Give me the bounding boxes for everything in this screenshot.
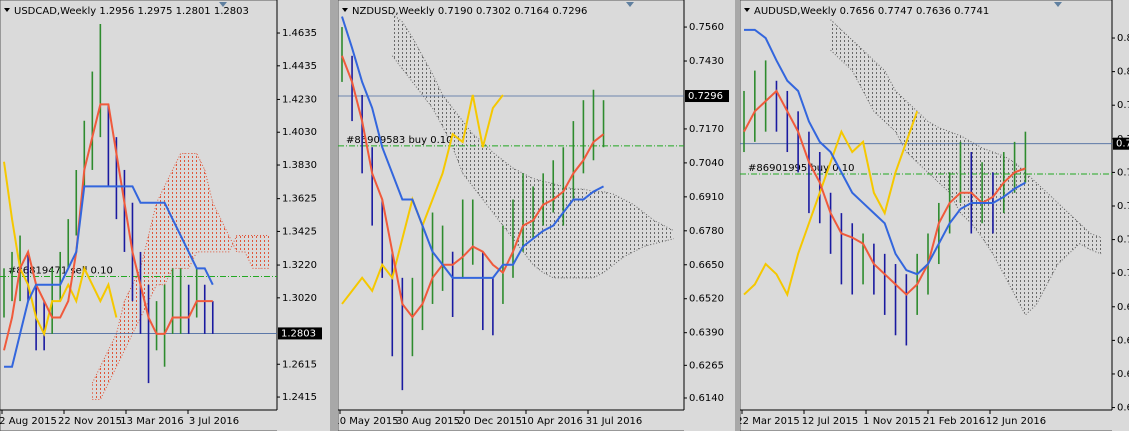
span-a-line xyxy=(391,13,675,232)
x-tick-label: 22 Mar 2015 xyxy=(736,416,799,427)
y-tick-label: 0.7170 xyxy=(689,124,724,135)
span-b-line xyxy=(92,235,269,401)
chikou-line xyxy=(3,161,118,337)
y-tick-label: 1.4435 xyxy=(282,61,317,72)
y-tick-label: 0.6610 xyxy=(1117,369,1129,380)
x-tick-label: 1 Nov 2015 xyxy=(863,416,921,427)
x-tick-label: 2 Aug 2015 xyxy=(0,416,57,427)
kijun-line xyxy=(744,28,1026,276)
y-tick-label: 0.8095 xyxy=(1117,67,1129,78)
y-tick-label: 0.7930 xyxy=(1117,100,1129,111)
y-tick-label: 1.4030 xyxy=(282,127,317,138)
price-label-box xyxy=(685,90,729,103)
y-tick-label: 0.7600 xyxy=(1117,167,1129,178)
price-axis-background xyxy=(1112,0,1129,431)
y-tick-label: 0.6650 xyxy=(689,260,724,271)
tenkan-line xyxy=(341,55,605,319)
x-tick-label: 31 Jul 2016 xyxy=(586,416,643,427)
y-tick-label: 1.2415 xyxy=(282,392,317,403)
y-tick-label: 0.6520 xyxy=(689,294,724,305)
order-label: #86901995 buy 0.10 xyxy=(748,163,855,174)
price-label: 0.7741 xyxy=(1116,139,1129,150)
chart-title: AUDUSD,Weekly 0.7656 0.7747 0.7636 0.774… xyxy=(754,6,989,17)
span-a-line xyxy=(91,153,269,384)
y-tick-label: 0.6780 xyxy=(689,226,724,237)
y-tick-label: 0.6910 xyxy=(689,192,724,203)
span-a-line xyxy=(830,19,1102,239)
x-tick-label: 20 Dec 2015 xyxy=(458,416,522,427)
y-tick-label: 0.6390 xyxy=(689,328,724,339)
kijun-line xyxy=(341,16,604,279)
x-tick-label: 12 Jun 2016 xyxy=(986,416,1046,427)
price-label: 1.2803 xyxy=(281,328,316,339)
chart-panel: 0.82600.80950.79300.77650.76000.74350.72… xyxy=(736,0,1129,431)
span-b-line xyxy=(830,49,1102,316)
x-tick-label: 3 Jul 2016 xyxy=(189,416,239,427)
x-tick-label: 30 Aug 2015 xyxy=(396,416,460,427)
menu-arrow xyxy=(744,8,750,12)
y-tick-label: 1.3425 xyxy=(282,226,317,237)
y-tick-label: 0.6265 xyxy=(689,360,724,371)
y-tick-label: 1.3220 xyxy=(282,260,317,271)
y-tick-label: 0.7435 xyxy=(1117,201,1129,212)
scroll-arrow xyxy=(219,2,227,7)
y-tick-label: 0.6775 xyxy=(1117,335,1129,346)
y-tick-label: 0.7560 xyxy=(689,22,724,33)
y-tick-label: 0.7430 xyxy=(689,56,724,67)
y-tick-label: 0.7105 xyxy=(1117,268,1129,279)
chart-panel: 0.7560 0.7430 0.7170 0.7040 0.6910 0.6780 0.66… xyxy=(333,0,735,431)
y-tick-label: 0.6940 xyxy=(1117,302,1129,313)
chart-panel: 1.4635 1.4435 1.4230 1.4030 1.3830 1.3625 1.34… xyxy=(0,0,330,431)
y-tick-label: 0.7040 xyxy=(689,158,724,169)
price-label: 0.7296 xyxy=(688,91,723,102)
scroll-arrow xyxy=(626,2,634,7)
x-tick-label: 12 Jul 2015 xyxy=(802,416,859,427)
ichimoku-cloud xyxy=(830,19,1102,315)
menu-arrow xyxy=(4,8,10,12)
price-axis-background xyxy=(684,0,735,431)
menu-arrow xyxy=(342,8,348,12)
ichimoku-cloud xyxy=(92,153,269,400)
y-tick-label: 1.2615 xyxy=(282,359,317,370)
chart-title: USDCAD,Weekly 1.2956 1.2975 1.2801 1.280… xyxy=(14,6,249,17)
order-label: #86909583 buy 0.10 xyxy=(346,135,453,146)
kijun-line xyxy=(4,185,214,368)
y-tick-label: 0.8260 xyxy=(1117,33,1129,44)
tenkan-line xyxy=(3,103,213,351)
scroll-arrow xyxy=(1054,2,1062,7)
x-tick-label: 13 Mar 2016 xyxy=(120,416,183,427)
y-tick-label: 1.3625 xyxy=(282,194,317,205)
y-tick-label: 1.4635 xyxy=(282,28,317,39)
y-tick-label: 1.3830 xyxy=(282,160,317,171)
y-tick-label: 1.4230 xyxy=(282,94,317,105)
x-tick-label: 10 May 2015 xyxy=(333,416,398,427)
x-tick-label: 21 Feb 2016 xyxy=(923,416,985,427)
x-tick-label: 10 Apr 2016 xyxy=(521,416,583,427)
y-tick-label: 0.6140 xyxy=(689,393,724,404)
chikou-line xyxy=(743,110,919,298)
price-label-box xyxy=(278,327,322,340)
chart-title: NZDUSD,Weekly 0.7190 0.7302 0.7164 0.729… xyxy=(352,6,587,17)
price-axis-background xyxy=(277,0,330,431)
y-tick-label: 0.7270 xyxy=(1117,235,1129,246)
x-tick-label: 22 Nov 2015 xyxy=(58,416,122,427)
price-label-box xyxy=(1113,137,1129,150)
y-tick-label: 1.3020 xyxy=(282,293,317,304)
y-tick-label: 0.6445 xyxy=(1117,403,1129,414)
tenkan-line xyxy=(743,89,1026,296)
ichimoku-cloud xyxy=(392,14,674,278)
